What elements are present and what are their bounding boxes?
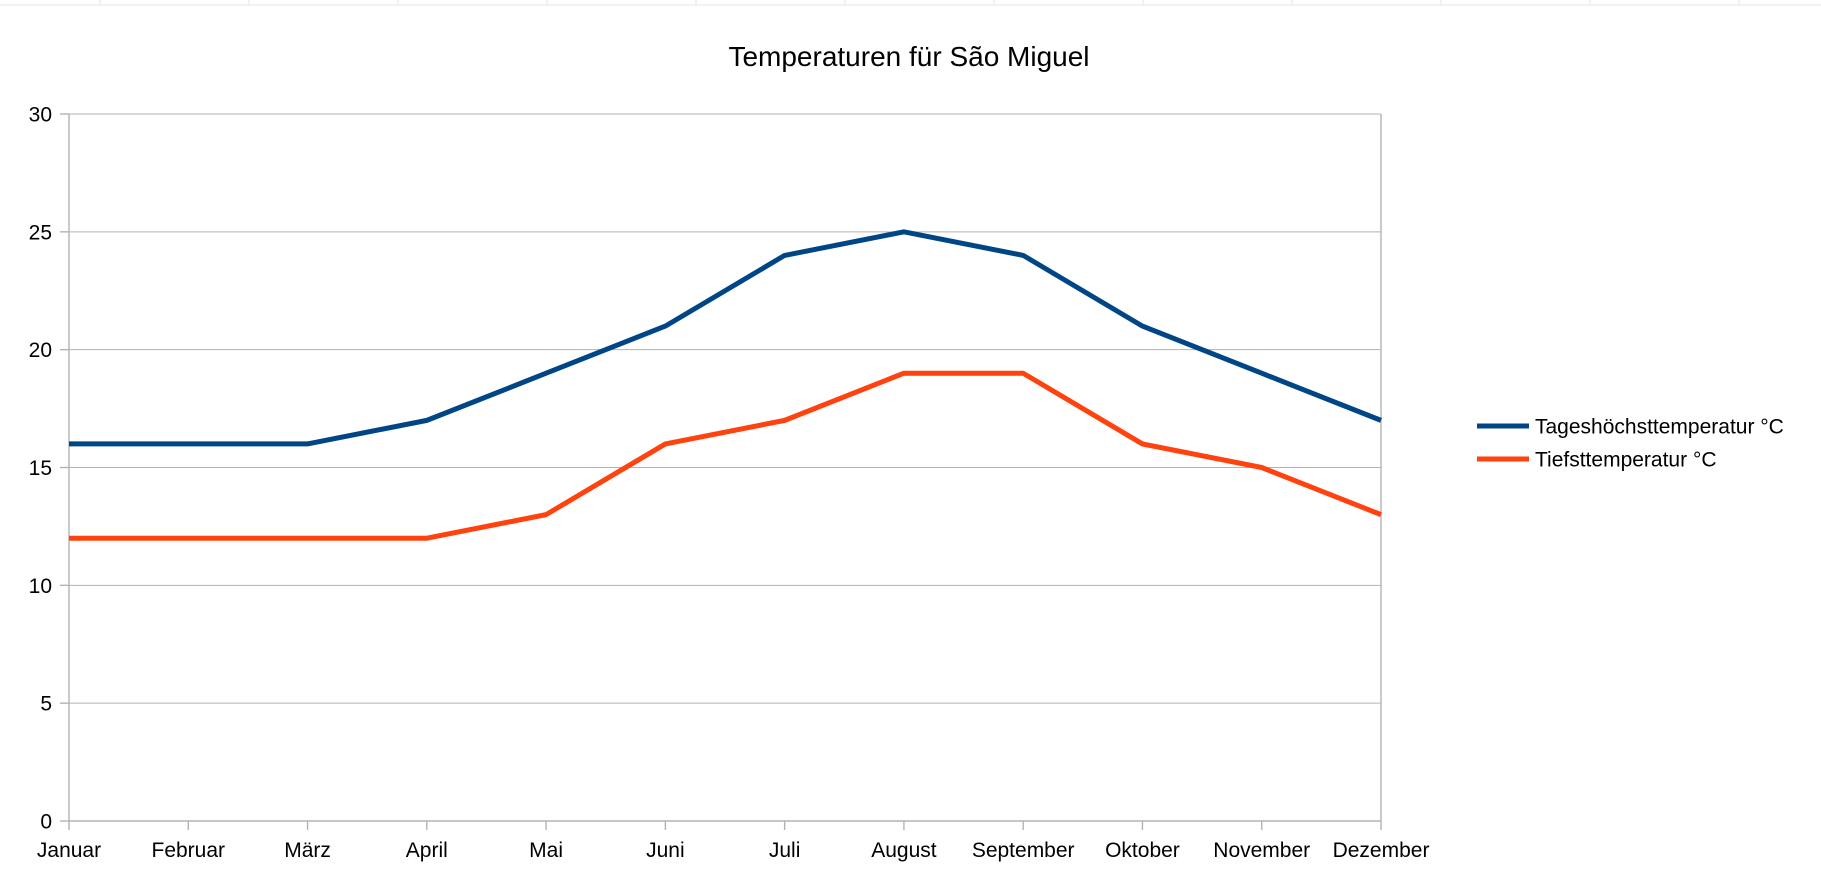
y-tick-label: 0 xyxy=(40,811,52,834)
axes xyxy=(60,113,1382,830)
y-tick-label: 20 xyxy=(29,339,52,362)
y-tick-label: 15 xyxy=(29,457,52,480)
x-tick-label: März xyxy=(284,839,331,862)
x-tick-label: Januar xyxy=(37,839,101,862)
y-tick-label: 30 xyxy=(29,104,52,127)
y-tick-label: 5 xyxy=(40,693,52,716)
x-tick-label: Dezember xyxy=(1333,839,1430,862)
x-tick-label: Februar xyxy=(152,839,226,862)
legend-item: Tiefsttemperatur °C xyxy=(1477,449,1717,472)
x-tick-label: Juli xyxy=(769,839,801,862)
spreadsheet-column-strip xyxy=(0,0,1821,6)
x-axis-tick-labels: Januar Februar März April Mai Juni Juli August S… xyxy=(37,839,1430,862)
x-tick-label: August xyxy=(871,839,937,862)
x-tick-label: Mai xyxy=(529,839,563,862)
legend: Tageshöchsttemperatur °C Tiefsttemperatur… xyxy=(1477,416,1784,472)
y-tick-label: 10 xyxy=(29,575,52,598)
x-tick-label: Oktober xyxy=(1105,839,1180,862)
legend-item: Tageshöchsttemperatur °C xyxy=(1477,416,1784,439)
x-tick-label: Juni xyxy=(646,839,685,862)
x-tick-label: September xyxy=(972,839,1075,862)
series-lines xyxy=(69,229,1382,541)
legend-label: Tageshöchsttemperatur °C xyxy=(1535,416,1784,439)
y-tick-label: 25 xyxy=(29,221,52,244)
legend-label: Tiefsttemperatur °C xyxy=(1535,449,1717,472)
series-line-2 xyxy=(69,370,1382,541)
x-tick-label: November xyxy=(1213,839,1310,862)
gridlines xyxy=(69,113,1381,704)
x-tick-label: April xyxy=(406,839,448,862)
y-axis-tick-labels: 0 5 10 15 20 25 30 xyxy=(29,104,52,834)
series-line-1 xyxy=(69,229,1382,447)
chart-title: Temperaturen für São Miguel xyxy=(728,41,1089,72)
